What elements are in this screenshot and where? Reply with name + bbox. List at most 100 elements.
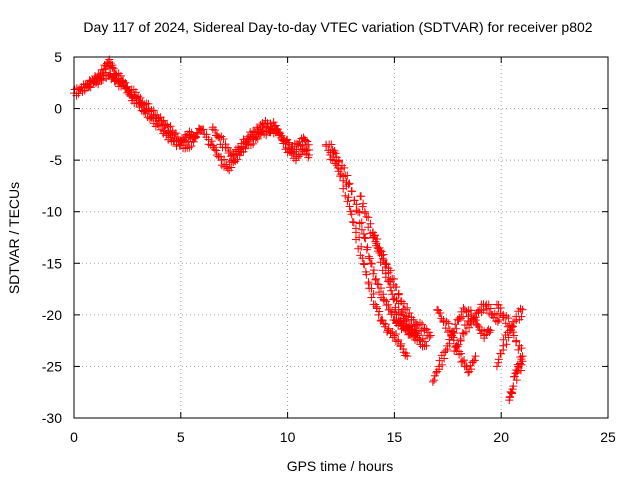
data-point bbox=[376, 246, 385, 255]
data-point bbox=[494, 355, 503, 364]
data-point bbox=[381, 273, 390, 282]
data-point bbox=[157, 116, 166, 125]
data-point bbox=[212, 146, 221, 155]
data-point bbox=[392, 296, 401, 305]
data-point bbox=[397, 339, 406, 348]
data-point bbox=[364, 213, 373, 222]
data-point bbox=[347, 187, 356, 196]
data-point bbox=[350, 196, 359, 205]
data-point bbox=[484, 325, 493, 334]
data-point bbox=[467, 365, 476, 374]
data-point bbox=[355, 208, 364, 217]
y-tick-label: -20 bbox=[42, 307, 62, 323]
data-point bbox=[85, 82, 94, 91]
data-point bbox=[415, 318, 424, 327]
data-point bbox=[237, 139, 246, 148]
data-point bbox=[405, 325, 414, 334]
data-point bbox=[346, 207, 355, 216]
data-point bbox=[359, 199, 368, 208]
data-point bbox=[381, 259, 390, 268]
data-point bbox=[514, 345, 523, 354]
data-point bbox=[373, 279, 382, 288]
data-point bbox=[166, 122, 175, 131]
data-point bbox=[382, 260, 391, 269]
data-point bbox=[436, 309, 445, 318]
series-track-4 bbox=[208, 116, 313, 165]
data-point bbox=[435, 356, 444, 365]
data-point bbox=[405, 309, 414, 318]
series-track-15 bbox=[505, 355, 527, 405]
data-point bbox=[365, 254, 374, 263]
data-point bbox=[390, 316, 399, 325]
x-tick-label: 5 bbox=[177, 429, 185, 445]
data-point bbox=[381, 320, 390, 329]
data-point bbox=[304, 150, 313, 159]
data-point bbox=[459, 329, 468, 338]
data-point bbox=[505, 392, 514, 401]
data-point bbox=[380, 296, 389, 305]
data-point bbox=[399, 299, 408, 308]
data-point bbox=[164, 127, 173, 136]
data-point bbox=[403, 326, 412, 335]
data-point bbox=[185, 143, 194, 152]
data-point bbox=[282, 136, 291, 145]
data-point bbox=[276, 129, 285, 138]
data-point bbox=[416, 340, 425, 349]
data-point bbox=[344, 193, 353, 202]
data-point bbox=[403, 303, 412, 312]
data-point bbox=[213, 131, 222, 140]
data-point bbox=[369, 266, 378, 275]
data-point bbox=[375, 288, 384, 297]
data-point bbox=[357, 192, 366, 201]
data-point bbox=[403, 352, 412, 361]
data-point bbox=[406, 330, 415, 339]
data-point bbox=[433, 305, 442, 314]
data-point bbox=[359, 229, 368, 238]
data-point bbox=[399, 345, 408, 354]
data-point bbox=[208, 141, 217, 150]
data-point bbox=[507, 388, 516, 397]
x-axis-ticks: 0 5 10 15 20 25 bbox=[70, 57, 616, 445]
data-point bbox=[297, 134, 306, 143]
data-point bbox=[351, 228, 360, 237]
data-point bbox=[499, 335, 508, 344]
series-track-9 bbox=[390, 316, 431, 351]
data-point bbox=[355, 219, 364, 228]
data-point bbox=[507, 323, 516, 332]
data-point bbox=[494, 358, 503, 367]
x-tick-label: 0 bbox=[70, 429, 78, 445]
data-point bbox=[181, 144, 190, 153]
data-point bbox=[348, 217, 357, 226]
data-point bbox=[330, 156, 339, 165]
data-point bbox=[324, 146, 333, 155]
data-point bbox=[401, 305, 410, 314]
data-point bbox=[333, 164, 342, 173]
data-point bbox=[518, 305, 527, 314]
data-point bbox=[109, 64, 118, 73]
data-point bbox=[512, 368, 521, 377]
y-tick-label: 5 bbox=[54, 49, 62, 65]
data-point bbox=[458, 357, 467, 366]
data-point bbox=[496, 304, 505, 313]
data-point bbox=[371, 275, 380, 284]
data-point bbox=[268, 125, 277, 134]
data-point bbox=[119, 77, 128, 86]
data-point bbox=[343, 197, 352, 206]
series-track-2 bbox=[80, 55, 211, 153]
data-point bbox=[97, 65, 106, 74]
data-point bbox=[231, 151, 240, 160]
data-point bbox=[516, 304, 525, 313]
data-point bbox=[456, 336, 465, 345]
data-point bbox=[477, 308, 486, 317]
data-point bbox=[166, 133, 175, 142]
data-point bbox=[273, 125, 282, 134]
data-point bbox=[281, 145, 290, 154]
data-point bbox=[517, 312, 526, 321]
data-point bbox=[457, 349, 466, 358]
data-point bbox=[210, 145, 219, 154]
data-point bbox=[210, 126, 219, 135]
data-point bbox=[74, 89, 83, 98]
data-point bbox=[418, 342, 427, 351]
data-point bbox=[364, 252, 373, 261]
data-point bbox=[480, 334, 489, 343]
